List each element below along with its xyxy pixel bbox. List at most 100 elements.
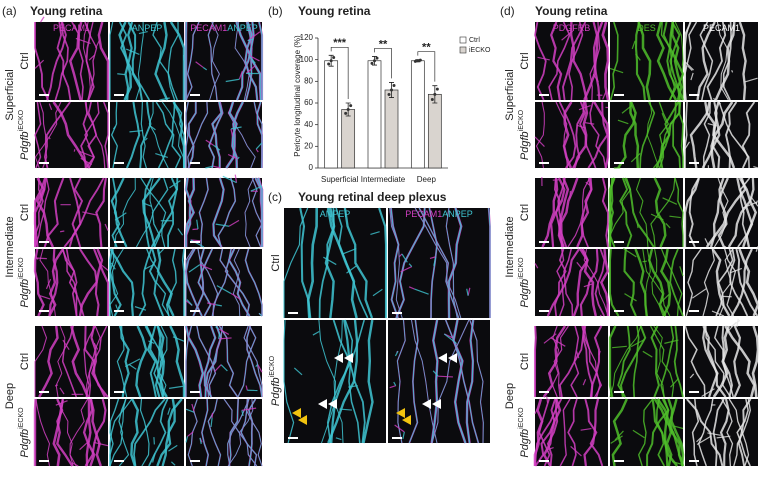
bar: [325, 61, 338, 168]
vessel-branch: [74, 149, 75, 151]
vessel-branch: [60, 231, 64, 232]
layer-label: Deep: [504, 383, 516, 409]
text-part: PECAM1: [405, 209, 442, 219]
genotype-label: PdgfbiECKO: [18, 407, 31, 458]
text-part: ANPEP: [442, 209, 473, 219]
data-point: [371, 62, 374, 65]
channel-label: DES: [637, 23, 656, 33]
data-point: [327, 63, 330, 66]
data-point: [332, 56, 335, 59]
layer-label: Superficial: [4, 69, 16, 120]
data-point: [419, 59, 422, 62]
channel-label: ANPEP: [132, 23, 163, 33]
text-part: iECKO: [269, 355, 276, 377]
data-point: [376, 57, 379, 60]
channel-label: PECAM1ANPEP: [405, 209, 473, 219]
channel-label: PECAM1: [53, 23, 90, 33]
bar: [428, 94, 441, 168]
data-point: [433, 93, 436, 96]
data-point: [393, 84, 396, 87]
vessel-branch: [36, 258, 47, 259]
y-tick-label: 80: [304, 76, 313, 85]
text-part: ANPEP: [227, 23, 258, 33]
genotype-label: PdgfbiECKO: [18, 109, 31, 160]
text-part: PECAM1: [703, 23, 740, 33]
y-axis-title: Pericyte longitudinal coverage (%): [293, 35, 302, 157]
control-label: Ctrl: [519, 52, 531, 69]
text-part: ANPEP: [132, 23, 163, 33]
text-part: Pdgfb: [270, 377, 282, 406]
micrograph: [186, 326, 262, 397]
y-tick-label: 60: [304, 98, 313, 107]
layer-label: Intermediate: [504, 216, 516, 277]
panel-title: Young retinal deep plexus: [298, 190, 447, 204]
x-tick-label: Superficial: [321, 175, 359, 184]
layer-label: Superficial: [504, 69, 516, 120]
micrograph: [535, 102, 608, 168]
vessel-branch: [600, 315, 601, 316]
text-part: iECKO: [518, 109, 525, 131]
panel-title: Young retina: [535, 4, 608, 18]
genotype-label: PdgfbiECKO: [269, 355, 282, 406]
text-part: ANPEP: [320, 209, 351, 219]
text-part: Pdgfb: [19, 131, 31, 160]
text-part: PECAM1: [53, 23, 90, 33]
bar: [411, 61, 424, 168]
layer-label: Intermediate: [4, 216, 16, 277]
text-part: Pdgfb: [19, 279, 31, 308]
text-part: iECKO: [18, 109, 25, 131]
channel-label: PECAM1ANPEP: [190, 23, 258, 33]
genotype-label: PdgfbiECKO: [518, 109, 531, 160]
x-tick-label: Deep: [417, 175, 437, 184]
text-part: Pdgfb: [519, 279, 531, 308]
control-label: Ctrl: [519, 353, 531, 370]
control-label: Ctrl: [270, 254, 282, 271]
layer-label: Deep: [4, 383, 16, 409]
y-tick-label: 40: [304, 120, 313, 129]
micrograph: [284, 208, 386, 318]
data-point: [347, 108, 350, 111]
channel-label: PECAM1: [703, 23, 740, 33]
y-tick-label: 0: [309, 163, 314, 172]
bar: [342, 110, 355, 169]
text-part: iECKO: [18, 407, 25, 429]
panel-title: Young retina: [30, 4, 103, 18]
genotype-label: PdgfbiECKO: [518, 407, 531, 458]
data-point: [388, 93, 391, 96]
control-label: Ctrl: [19, 353, 31, 370]
text-part: DES: [637, 23, 656, 33]
vessel-branch: [570, 191, 571, 199]
data-point: [436, 88, 439, 91]
genotype-label: PdgfbiECKO: [18, 257, 31, 308]
panel-label: (c): [268, 190, 282, 204]
y-tick-label: 20: [304, 141, 313, 150]
data-point: [414, 60, 417, 63]
text-part: iECKO: [18, 257, 25, 279]
vessel-branch: [192, 229, 198, 230]
text-part: iECKO: [518, 257, 525, 279]
genotype-label: PdgfbiECKO: [518, 257, 531, 308]
text-part: Pdgfb: [519, 131, 531, 160]
data-point: [390, 89, 393, 92]
vessel: [35, 399, 36, 466]
vessel-branch: [724, 246, 726, 247]
vessel-branch: [643, 261, 647, 262]
control-label: Ctrl: [519, 204, 531, 221]
panel-label: (d): [500, 4, 515, 18]
channel-label: PDGFRB: [553, 23, 591, 33]
text-part: PDGFRB: [553, 23, 591, 33]
text-part: Pdgfb: [519, 429, 531, 458]
vessel-branch: [637, 224, 638, 228]
data-point: [373, 59, 376, 62]
data-point: [349, 104, 352, 107]
vessel-branch: [682, 60, 683, 66]
significance-label: **: [422, 42, 431, 54]
legend-swatch: [460, 47, 466, 53]
vessel-branch: [438, 376, 453, 377]
control-label: Ctrl: [19, 52, 31, 69]
data-point: [344, 112, 347, 115]
panel-title: Young retina: [298, 4, 371, 18]
micrograph: [388, 320, 490, 443]
channel-label: ANPEP: [320, 209, 351, 219]
